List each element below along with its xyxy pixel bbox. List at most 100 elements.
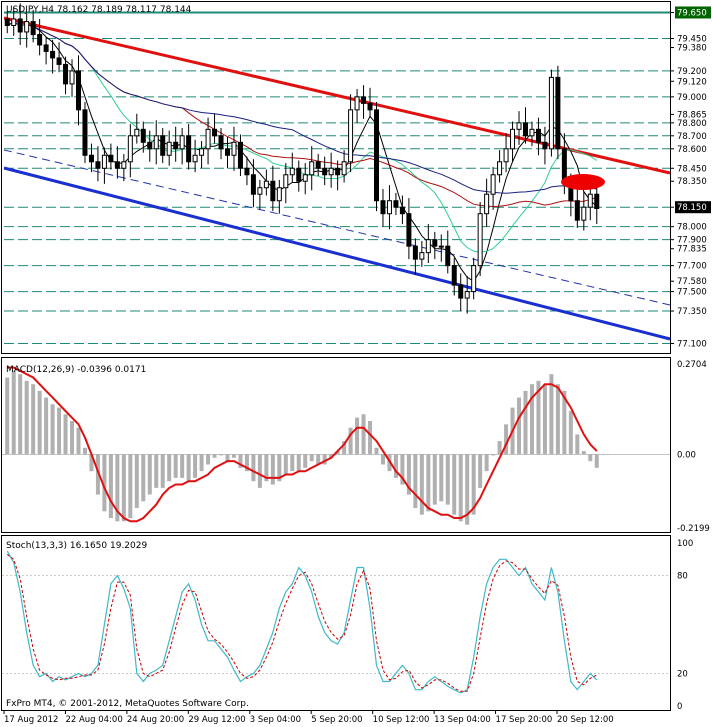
macd-histogram-bar [400,454,405,485]
bar-body [101,154,107,169]
macd-histogram-bar [193,454,198,478]
price-label: 77.100 [677,340,707,350]
moving-average-line [6,21,597,208]
macd-histogram-bar [231,454,236,458]
bar-body [108,154,114,163]
stoch-signal-line [6,554,598,692]
macd-histogram-bar [244,454,249,472]
bar-body [386,200,392,215]
macd-histogram-bar [374,447,379,455]
macd-histogram-bar [5,377,10,455]
time-axis: 17 Aug 2012 22 Aug 04:00 24 Aug 20:00 29 Au… [3,710,614,725]
bar-body [270,180,276,202]
bar-body [458,284,464,299]
macd-histogram-bar [335,451,340,455]
time-tick-label: 17 Aug 2012 [4,715,58,725]
price-label: 79.380 [677,44,707,54]
bar-body [121,161,127,169]
macd-histogram-bar [37,390,42,455]
macd-histogram-bar [115,454,120,522]
macd-histogram-bar [361,414,366,455]
macd-histogram-bar [568,410,573,455]
price-label: 79.120 [677,77,707,87]
bar-body [432,239,438,247]
price-label: 78.000 [677,223,707,233]
channel-mid-dashed [3,149,671,306]
bar-body [380,200,386,215]
time-tick-label: 10 Sep 12:00 [373,715,430,725]
highlight-marker [561,174,605,190]
macd-histogram-bar [89,454,94,472]
bar-body [95,161,101,169]
bar-body [88,154,94,163]
bar-body [341,161,347,176]
bar-body [114,161,120,169]
bar-body [140,128,146,143]
bar-body [199,148,205,156]
macd-histogram-bar [173,454,178,478]
macd-histogram-bar [355,417,360,455]
macd-histogram-bar [478,454,483,488]
macd-histogram-bar [238,454,243,468]
bar-body [548,76,554,150]
macd-histogram-bar [82,447,87,455]
price-label: 79.450 [677,34,707,44]
price-label: 77.835 [677,245,707,255]
macd-histogram-bar [426,454,431,512]
bar-body [497,161,503,176]
time-tick-label: 22 Aug 04:00 [65,715,122,725]
stoch-tick-label: 0 [677,702,682,712]
macd-histogram-bar [439,454,444,502]
bar-body [302,174,308,182]
price-label: 79.200 [677,67,707,77]
macd-histogram-bar [180,454,185,478]
price-bars [4,3,600,314]
bar-body [179,135,185,150]
macd-histogram-bar [465,454,470,525]
time-tick-label: 13 Sep 04:00 [434,715,491,725]
macd-header: MACD(12,26,9) -0.0396 0.0171 [6,365,146,375]
macd-histogram-bar [57,407,62,455]
bar-body [212,128,218,137]
bar-body [225,148,230,156]
bar-body [43,44,49,52]
time-tick-label: 3 Sep 04:00 [250,715,301,725]
bar-body [471,265,477,293]
bar-body [11,18,17,26]
bar-body [283,174,289,189]
macd-histogram-bar [581,451,586,455]
bar-body [581,206,587,221]
price-label: 79.000 [677,93,707,103]
macd-histogram-bar [264,454,269,482]
bar-body [17,18,23,33]
macd-histogram-bar [219,454,224,456]
bar-body [484,193,490,215]
bar-body [399,206,405,215]
bar-body [127,135,133,163]
bar-body [276,187,282,202]
macd-histogram-bar [270,454,275,485]
macd-histogram-bar [50,404,55,455]
macd-histogram-bar [206,454,211,465]
bar-body [56,57,62,65]
bar-body [328,167,334,176]
macd-histogram-bar [329,454,334,458]
macd-histogram-bar [63,414,68,455]
macd-histogram-bar [316,454,321,465]
macd-tick-label: 0.2704 [677,360,707,370]
bar-body [464,291,470,299]
macd-histogram-bar [257,454,262,488]
time-tick-label: 5 Sep 20:00 [311,715,362,725]
bar-body [50,50,56,59]
macd-histogram-bar [529,384,534,455]
bar-body [231,141,237,156]
macd-tick-label: -0.2199 [677,524,710,534]
bar-body [237,141,243,169]
bar-body [542,141,548,150]
bar-body [173,141,179,150]
macd-histogram-bar [283,454,288,475]
bar-body [574,200,580,221]
macd-histogram-bar [160,454,165,488]
